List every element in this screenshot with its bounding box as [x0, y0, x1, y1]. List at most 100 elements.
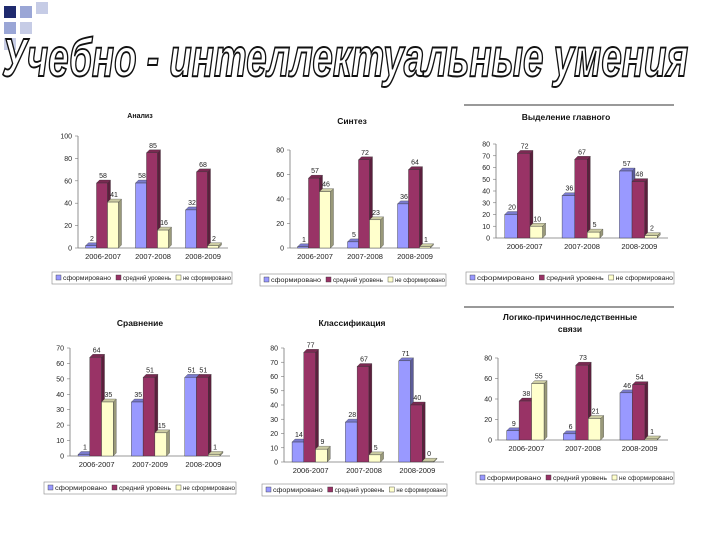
legend-label: не сформировано: [183, 275, 231, 282]
data-label: 1: [83, 444, 87, 451]
bar-medium-level: [303, 348, 319, 463]
legend-swatch-medium-level: [325, 276, 332, 283]
y-tick-label: 20: [484, 417, 492, 424]
legend-swatch-formed: [265, 486, 272, 493]
legend-swatch-medium-level: [539, 274, 545, 281]
data-label: 85: [149, 143, 157, 150]
legend-box: [261, 483, 448, 497]
y-tick-label: 60: [482, 165, 490, 172]
category-label: 2008-2009: [397, 252, 433, 261]
y-tick-label: 10: [482, 224, 490, 231]
data-label: 15: [158, 423, 166, 430]
data-label: 1: [424, 237, 428, 244]
legend-label: сформировано: [487, 475, 541, 482]
y-tick-label: 0: [68, 246, 72, 253]
data-label: 35: [105, 392, 113, 399]
data-label: 2: [212, 236, 216, 243]
chart-title: Классификация: [318, 318, 385, 328]
chart-panel-analysis: Анализ 0 20 40 60 80 100 2 58 41 2006-2007 58 85 16 20…: [40, 104, 235, 296]
y-tick-label: 30: [482, 200, 490, 207]
legend-label: не сформировано: [619, 475, 673, 482]
data-label: 10: [533, 216, 541, 223]
data-label: 77: [307, 342, 315, 349]
y-tick-label: 80: [482, 142, 490, 149]
category-label: 2006-2007: [293, 466, 329, 475]
legend-label: сформировано: [63, 275, 111, 282]
category-label: 2008-2009: [185, 460, 221, 469]
legend-box: [475, 471, 675, 485]
y-tick-label: 0: [274, 460, 278, 467]
category-label: 2008-2009: [399, 466, 435, 475]
data-label: 9: [512, 421, 516, 428]
legend-swatch-formed: [479, 474, 486, 481]
legend-label: не сформировано: [395, 277, 445, 284]
y-tick-label: 60: [56, 361, 64, 368]
data-label: 36: [565, 186, 573, 193]
y-tick-label: 40: [270, 403, 278, 410]
legend-swatch-not-formed: [175, 274, 182, 281]
data-label: 57: [623, 161, 631, 168]
corner-square: [36, 2, 48, 14]
legend-label: не сформировано: [183, 485, 235, 492]
bar-not-formed: [154, 429, 170, 457]
data-label: 1: [650, 429, 654, 436]
category-label: 2006-2007: [79, 460, 115, 469]
bar-not-formed: [369, 216, 384, 249]
legend-label: средний уровень: [335, 486, 385, 494]
legend-label: средний уровень: [123, 274, 172, 282]
y-tick-label: 10: [270, 445, 278, 452]
data-label: 20: [508, 205, 516, 212]
y-tick-label: 50: [56, 376, 64, 383]
data-label: 67: [360, 357, 368, 364]
data-label: 32: [188, 200, 196, 207]
y-tick-label: 40: [64, 201, 72, 208]
data-label: 1: [302, 237, 306, 244]
chart-classification: Классификация01020304050607080147792006-…: [261, 318, 448, 497]
y-tick-label: 20: [64, 223, 72, 230]
data-label: 5: [374, 445, 378, 452]
bar-not-formed: [421, 457, 438, 463]
y-tick-label: 60: [484, 376, 492, 383]
data-label: 2: [650, 226, 654, 233]
data-label: 1: [213, 444, 217, 451]
y-tick-label: 0: [60, 454, 64, 461]
y-tick-label: 60: [64, 178, 72, 185]
y-tick-label: 40: [276, 197, 284, 204]
data-label: 0: [427, 451, 431, 458]
data-label: 6: [569, 424, 573, 431]
chart-main-idea: Выделение главного 0 10 20 30 40 50 60 70 80 20 72 1…: [464, 104, 675, 285]
data-label: 64: [411, 160, 419, 167]
bar-medium-level: [516, 150, 534, 239]
category-label: 2006-2007: [507, 242, 543, 251]
category-label: 2007-2008: [564, 242, 600, 251]
legend-swatch-not-formed: [611, 474, 618, 481]
y-tick-label: 60: [270, 374, 278, 381]
y-tick-label: 10: [56, 438, 64, 445]
bar-medium-level: [632, 381, 649, 441]
legend-swatch-not-formed: [175, 484, 182, 491]
chart-panel-classification: Классификация 0 10 20 30 40 50 60 70 80 14 77 9 2006-…: [252, 312, 449, 500]
chart-title: Выделение главного: [522, 112, 611, 122]
legend-label: сформировано: [271, 277, 321, 284]
y-tick-label: 20: [482, 212, 490, 219]
chart-title: Логико-причинноследственные связи: [503, 312, 637, 334]
bar-medium-level: [408, 166, 423, 249]
bar-not-formed: [101, 398, 117, 457]
data-label: 28: [348, 412, 356, 419]
legend-swatch-formed: [47, 484, 54, 491]
data-label: 48: [635, 172, 643, 179]
y-tick-label: 100: [60, 134, 72, 141]
bar-not-formed: [587, 415, 605, 441]
y-tick-label: 20: [270, 431, 278, 438]
legend-swatch-not-formed: [387, 276, 394, 283]
y-tick-label: 80: [64, 156, 72, 163]
legend-swatch-medium-level: [111, 484, 118, 491]
y-tick-label: 50: [482, 177, 490, 184]
legend-swatch-medium-level: [327, 486, 333, 493]
bar-not-formed: [644, 435, 661, 441]
bar-not-formed: [157, 226, 172, 249]
y-tick-label: 0: [488, 438, 492, 445]
category-label: 2007-2009: [132, 460, 168, 469]
chart-analysis: Анализ 0 20 40 60 80 100 2 58 41 2006-2007 58 85 16 20…: [51, 113, 233, 285]
